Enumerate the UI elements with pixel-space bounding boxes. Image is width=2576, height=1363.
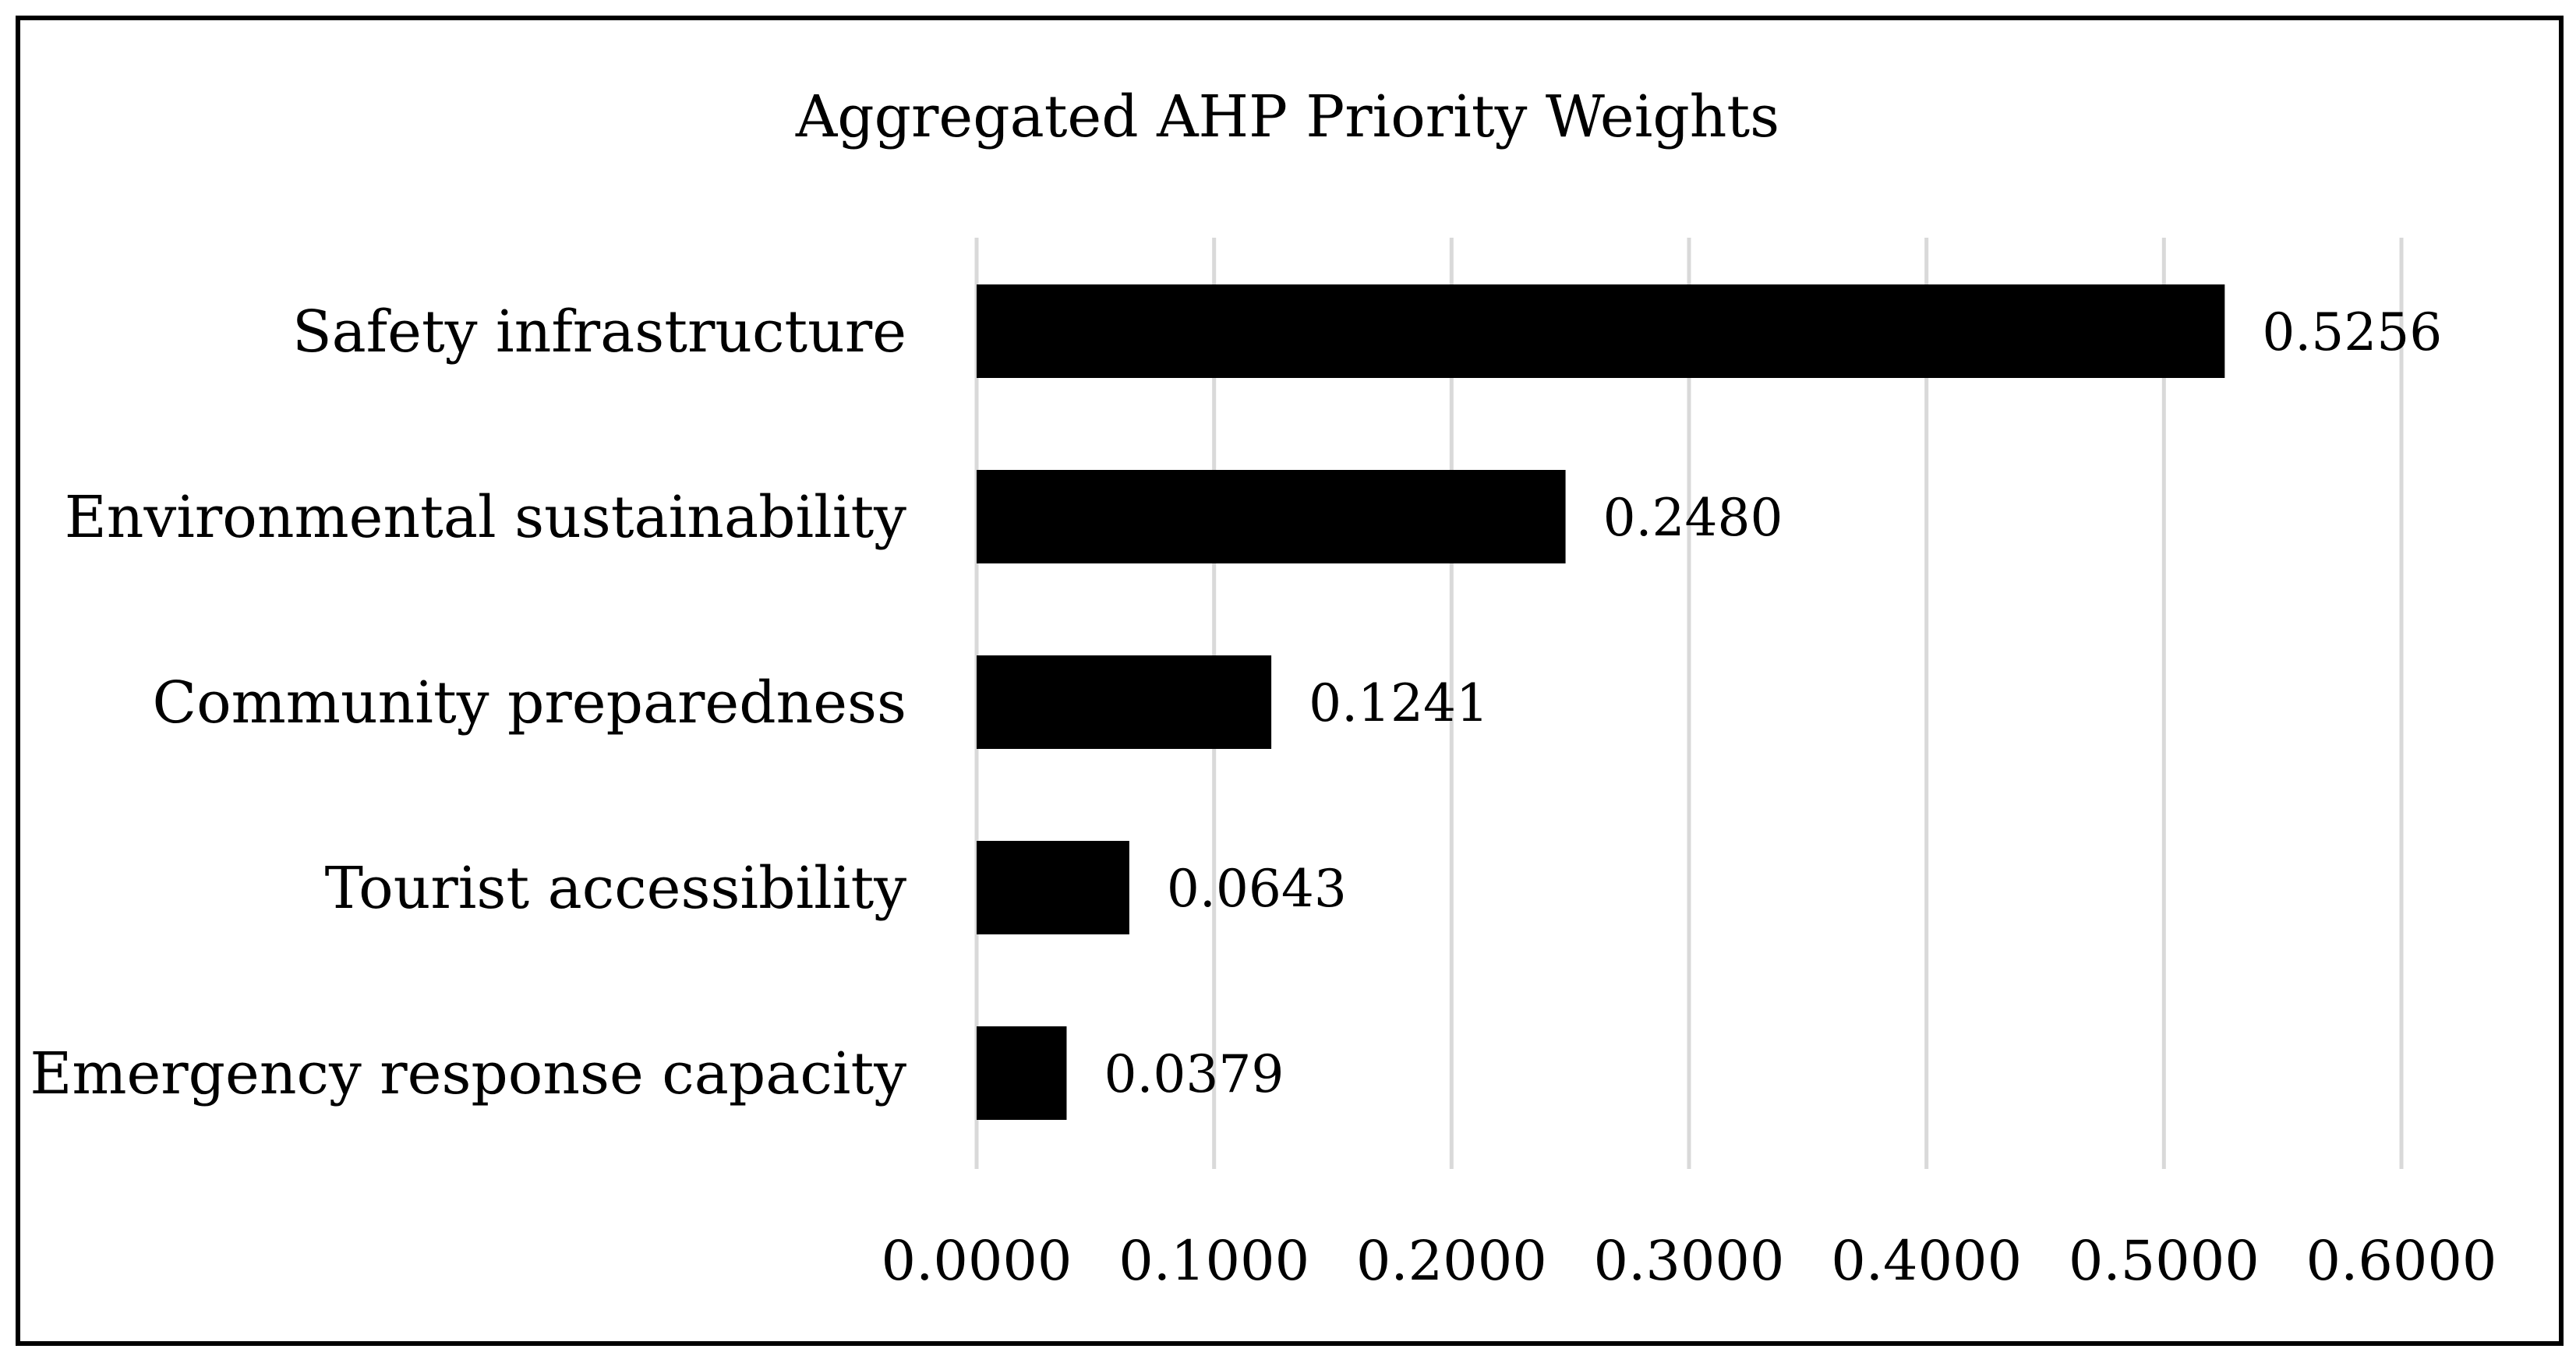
chart-frame <box>16 16 2564 1346</box>
bar-value-label: 0.1241 <box>1309 673 1489 733</box>
bar <box>977 655 1272 749</box>
x-axis-tick-labels: 0.0000 0.1000 0.2000 0.3000 0.4000 0.5000 0.60… <box>882 1229 2497 1293</box>
category-label: Environmental sustainability <box>65 484 906 551</box>
category-label: Safety infrastructure <box>292 298 906 365</box>
chart-title: Aggregated AHP Priority Weights <box>795 83 1779 150</box>
x-tick-label: 0.3000 <box>1594 1229 1785 1293</box>
x-tick-label: 0.5000 <box>2069 1229 2260 1293</box>
bar <box>977 841 1129 934</box>
bar <box>977 284 2225 378</box>
category-labels: Safety infrastructure Environmental susta… <box>30 298 906 1107</box>
x-tick-label: 0.6000 <box>2306 1229 2497 1293</box>
bar <box>977 1026 1067 1120</box>
x-tick-label: 0.1000 <box>1118 1229 1309 1293</box>
category-label: Emergency response capacity <box>30 1040 906 1107</box>
bar-value-label: 0.0643 <box>1167 859 1347 919</box>
value-labels: 0.5256 0.2480 0.1241 0.0643 0.0379 <box>1104 302 2442 1104</box>
bars <box>977 284 2225 1120</box>
bar <box>977 470 1566 563</box>
x-tick-label: 0.0000 <box>882 1229 1072 1293</box>
bar-value-label: 0.0379 <box>1104 1044 1284 1104</box>
bar-value-label: 0.5256 <box>2262 302 2442 362</box>
gridlines <box>974 238 2404 1169</box>
category-label: Tourist accessibility <box>325 855 907 922</box>
x-tick-label: 0.4000 <box>1831 1229 2022 1293</box>
bar-value-label: 0.2480 <box>1603 488 1783 548</box>
x-tick-label: 0.2000 <box>1356 1229 1547 1293</box>
category-label: Community preparedness <box>152 669 906 736</box>
